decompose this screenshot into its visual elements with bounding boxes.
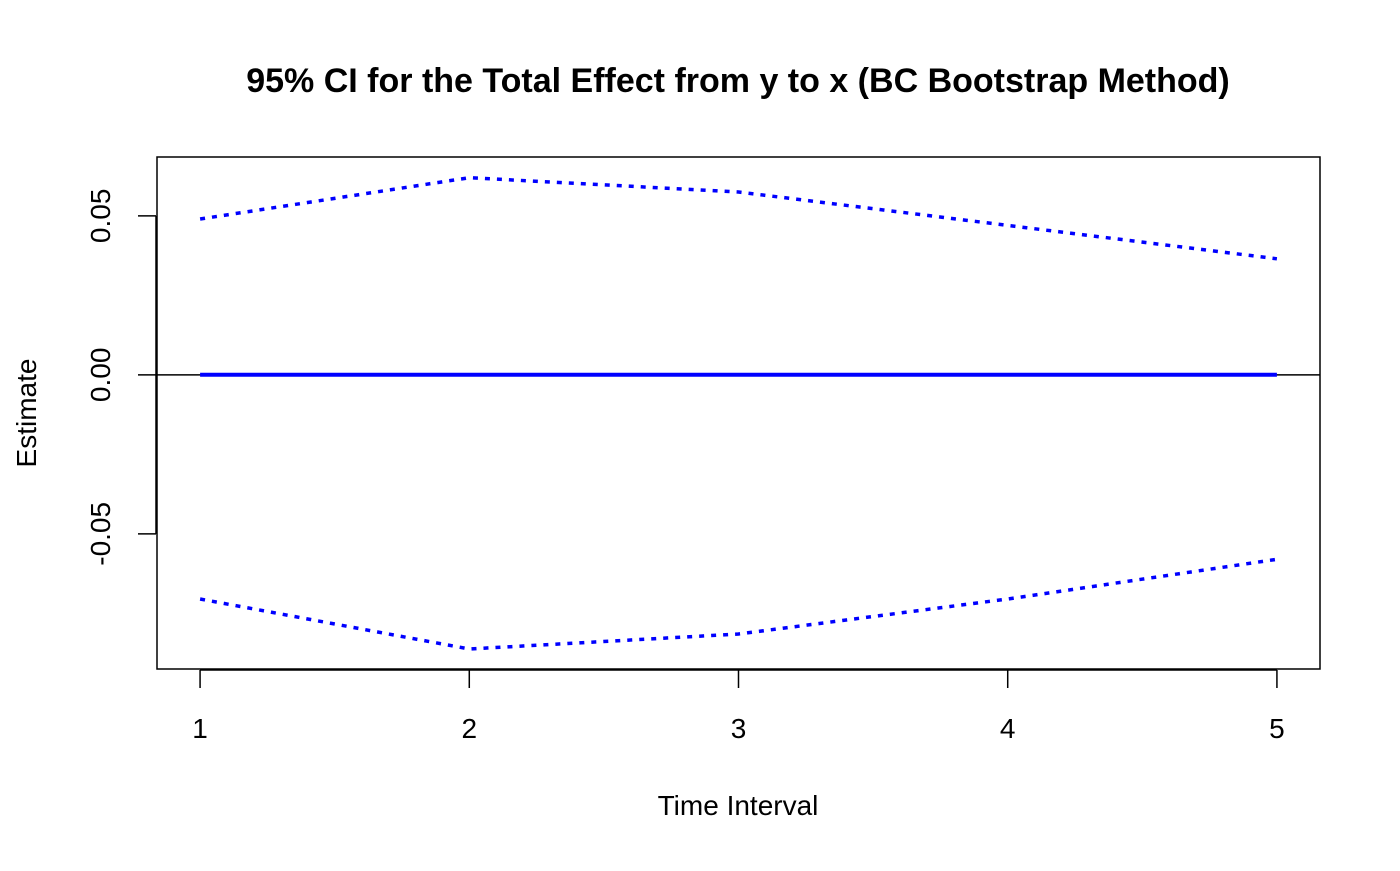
x-tick-label: 4 <box>1000 713 1016 744</box>
y-tick-label: -0.05 <box>85 502 116 566</box>
x-tick-label: 5 <box>1269 713 1285 744</box>
y-tick-label: 0.05 <box>85 189 116 244</box>
series-line-lower <box>199 557 1278 651</box>
y-axis: 0.05 0.00 -0.05 <box>85 189 157 566</box>
plot-frame <box>156 156 1321 670</box>
x-axis: 1 2 3 4 5 <box>192 669 1285 744</box>
x-tick-label: 3 <box>731 713 747 744</box>
y-axis-label: Estimate <box>11 359 42 468</box>
x-tick-label: 2 <box>461 713 477 744</box>
chart-title: 95% CI for the Total Effect from y to x … <box>246 62 1230 100</box>
x-axis-label: Time Interval <box>658 790 819 821</box>
series-line-upper <box>199 175 1278 261</box>
x-tick-label: 1 <box>192 713 208 744</box>
series-layer <box>199 175 1278 651</box>
y-tick-label: 0.00 <box>85 348 116 403</box>
